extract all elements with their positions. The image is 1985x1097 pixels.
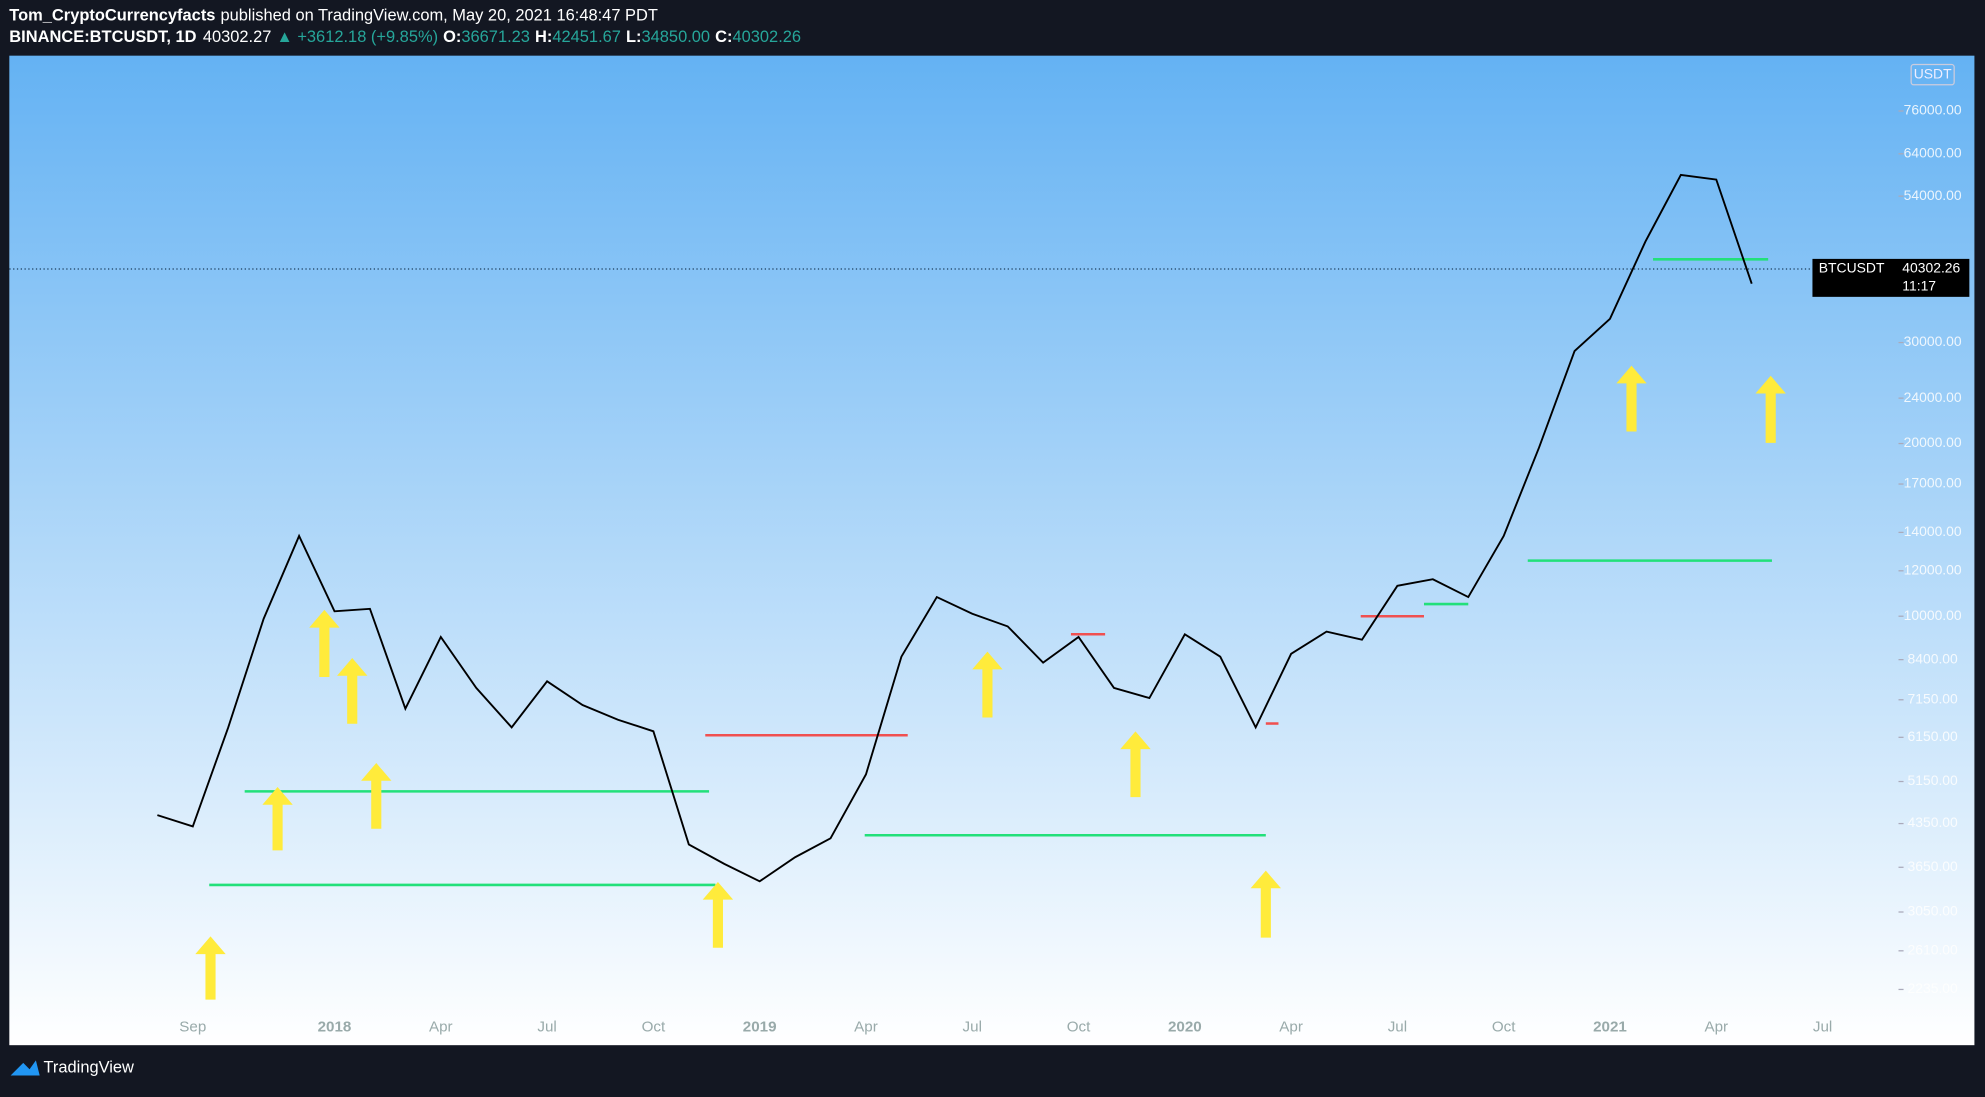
l-label: L:	[626, 28, 642, 46]
y-tick-label: 10000.00	[1904, 607, 1962, 623]
brand: TradingView	[43, 1058, 134, 1076]
x-tick-label: 2019	[743, 1018, 777, 1035]
change: ▲ +3612.18 (+9.85%)	[276, 28, 438, 46]
arrow	[1755, 375, 1786, 443]
arrow	[337, 657, 368, 724]
y-tick-label: 17000.00	[1904, 475, 1962, 491]
x-tick-label: Apr	[1279, 1018, 1303, 1035]
arrow	[309, 609, 340, 677]
c-label: C:	[715, 28, 732, 46]
x-tick-label: Oct	[1492, 1018, 1516, 1035]
y-tick-label: 2610.00	[1908, 941, 1959, 957]
close: 40302.26	[733, 28, 802, 46]
last-price: 40302.26	[1902, 260, 1960, 276]
arrow	[1250, 870, 1282, 938]
x-tick-label: Apr	[854, 1018, 878, 1035]
y-tick-label: 64000.00	[1904, 144, 1962, 160]
y-tick-label: 7150.00	[1908, 690, 1959, 706]
currency: USDT	[1914, 65, 1952, 81]
price-label-box	[1812, 258, 1970, 297]
y-tick-label: 3050.00	[1908, 903, 1959, 919]
y-tick-label: 76000.00	[1904, 102, 1962, 118]
x-tick-label: Oct	[1067, 1018, 1091, 1035]
x-tick-label: Jul	[963, 1018, 982, 1035]
chart-background	[9, 55, 1975, 1046]
x-tick-label: Apr	[1704, 1018, 1728, 1035]
arrow	[1120, 731, 1151, 798]
footer-logo	[10, 1060, 40, 1076]
x-tick-label: Sep	[179, 1018, 206, 1035]
y-tick-label: 5150.00	[1908, 772, 1959, 788]
arrow	[1616, 365, 1647, 432]
y-tick-label: 30000.00	[1904, 333, 1962, 349]
publish-line: Tom_CryptoCurrencyfacts published on Trad…	[9, 7, 658, 25]
price-symbol: BTCUSDT	[1819, 260, 1885, 276]
last: 40302.27	[203, 28, 272, 46]
y-tick-label: 54000.00	[1904, 187, 1962, 203]
arrow	[972, 651, 1003, 718]
symbol-line: BINANCE:BTCUSDT, 1D 40302.27 ▲ +3612.18 (+…	[9, 28, 801, 46]
y-tick-label: 3650.00	[1908, 858, 1959, 874]
x-tick-label: Jul	[1813, 1018, 1832, 1035]
x-tick-label: Jul	[1388, 1018, 1407, 1035]
countdown: 11:17	[1902, 277, 1936, 293]
y-tick-label: 6150.00	[1908, 728, 1959, 744]
price-line	[157, 173, 1753, 883]
y-tick-label: 2235.00	[1908, 980, 1959, 996]
symbol: BINANCE:BTCUSDT, 1D	[9, 28, 196, 46]
open: 36671.23	[461, 28, 530, 46]
y-tick-label: 20000.00	[1904, 434, 1962, 450]
x-tick-label: Jul	[537, 1018, 556, 1035]
currency-badge	[1910, 63, 1955, 86]
published: published on TradingView.com, May 20, 20…	[221, 7, 658, 25]
y-tick-label: 14000.00	[1904, 523, 1962, 539]
x-tick-label: Oct	[642, 1018, 666, 1035]
y-tick-label: 24000.00	[1904, 389, 1962, 405]
o-label: O:	[443, 28, 461, 46]
arrow	[361, 763, 392, 829]
x-tick-label: Apr	[429, 1018, 453, 1035]
y-tick-label: 12000.00	[1904, 561, 1962, 577]
arrow	[262, 787, 293, 851]
arrow	[195, 936, 226, 1000]
y-tick-label: 8400.00	[1908, 650, 1959, 666]
y-tick-label: 4350.00	[1908, 814, 1959, 830]
arrow	[702, 881, 734, 948]
author: Tom_CryptoCurrencyfacts	[9, 7, 215, 25]
x-tick-label: 2021	[1593, 1018, 1627, 1035]
x-tick-label: 2020	[1168, 1018, 1202, 1035]
low: 34850.00	[642, 28, 711, 46]
high: 42451.67	[552, 28, 621, 46]
x-tick-label: 2018	[318, 1018, 352, 1035]
h-label: H:	[535, 28, 552, 46]
